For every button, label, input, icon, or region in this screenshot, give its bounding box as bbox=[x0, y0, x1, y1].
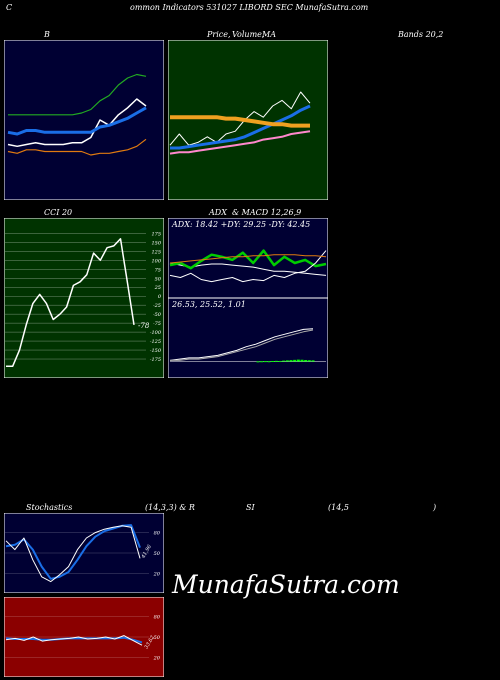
price-ma-lines bbox=[169, 91, 311, 155]
rsi-title: SI bbox=[246, 503, 255, 512]
macd-hist-bar bbox=[282, 360, 286, 362]
macd-bg bbox=[168, 298, 328, 378]
pm-price-line bbox=[169, 91, 311, 146]
stoch-params: (14,3,3) & R bbox=[145, 503, 195, 512]
cci-tick-label: -175 bbox=[150, 357, 161, 363]
rsi-close: ) bbox=[433, 503, 437, 512]
stoch-title: Stochastics bbox=[26, 503, 73, 512]
macd-signal-line bbox=[170, 329, 314, 361]
cci-tick-label: -150 bbox=[150, 348, 162, 354]
rsi-line bbox=[5, 635, 143, 646]
bb-price-line bbox=[7, 98, 147, 148]
volume-title: Volume, bbox=[232, 30, 265, 39]
macd-hist-bar bbox=[263, 361, 267, 363]
macd-hist-bar bbox=[271, 360, 275, 362]
macd-hist-bar bbox=[285, 360, 289, 362]
pm-ma-mid bbox=[169, 130, 311, 155]
macd-hist-bar bbox=[267, 361, 271, 363]
bb-mid-line bbox=[7, 106, 147, 136]
macd-hist-bar bbox=[307, 360, 311, 362]
header-c: C bbox=[6, 3, 13, 12]
cci-tick-label: 100 bbox=[151, 258, 161, 264]
macd-lines bbox=[169, 328, 326, 363]
cci-tick-label: 0 bbox=[158, 294, 162, 300]
macd-hist-bar bbox=[293, 359, 297, 362]
pm-ma-long bbox=[170, 115, 310, 128]
bollinger-title: B bbox=[44, 30, 50, 39]
adx-lines bbox=[169, 249, 327, 283]
cci-tick-label: -25 bbox=[153, 303, 161, 309]
cci-tick-label: -50 bbox=[153, 312, 162, 318]
macd-hist-bar bbox=[296, 359, 300, 362]
header-title: ommon Indicators 531027 LIBORD SEC Munaf… bbox=[130, 3, 369, 12]
cci-tick-label: 175 bbox=[151, 231, 161, 237]
cci-tick-label: -100 bbox=[150, 330, 162, 336]
cci-tick-label: 75 bbox=[155, 267, 161, 273]
rsi-params: (14,5 bbox=[328, 503, 349, 512]
adx-title: ADX bbox=[209, 208, 227, 217]
stoch-tick-label: 50 bbox=[154, 551, 161, 557]
watermark-logo: MunafaSutra.com bbox=[172, 570, 400, 599]
stoch-k-line bbox=[5, 525, 141, 583]
cci-tick-label: -75 bbox=[153, 321, 161, 327]
adx-values: ADX: 18.42 +DY: 29.25 -DY: 42.45 bbox=[171, 220, 310, 229]
macd-hist-bar bbox=[274, 360, 278, 362]
stoch-grid: 80 50 20 bbox=[5, 531, 161, 577]
cci-grid: 175 150 125 100 75 50 25 0 -25 -50 -75 -100 -125 -150… bbox=[5, 231, 162, 363]
bollinger-bg bbox=[4, 40, 164, 200]
bb-lower-line bbox=[7, 138, 147, 156]
macd-panel: 26.53, 25.52, 1.01 bbox=[168, 298, 328, 378]
rsi-tick-label: 80 bbox=[154, 615, 161, 621]
cci-bg bbox=[4, 218, 164, 378]
macd-values: 26.53, 25.52, 1.01 bbox=[171, 300, 246, 309]
cci-line bbox=[6, 238, 135, 367]
adx-panel: ADX: 18.42 +DY: 29.25 -DY: 42.45 bbox=[168, 218, 328, 298]
cci-tick-label: 50 bbox=[155, 276, 162, 282]
cci-panel: 175 150 125 100 75 50 25 0 -25 -50 -75 -100 -125 -150… bbox=[4, 218, 164, 378]
macd-hist-bar bbox=[260, 361, 264, 363]
stoch-tick-label: 80 bbox=[154, 531, 161, 537]
cci-title: CCI 20 bbox=[44, 208, 73, 217]
rsi-tick-label: 20 bbox=[153, 655, 161, 661]
plus-di-line bbox=[169, 249, 327, 270]
adx-trend-line bbox=[169, 254, 327, 264]
cci-tick-label: 25 bbox=[154, 285, 161, 291]
cci-tick-label: 150 bbox=[151, 240, 161, 246]
macd-hist-bar bbox=[289, 360, 293, 362]
macd-line bbox=[169, 328, 314, 361]
stoch-tick-label: 20 bbox=[153, 571, 161, 577]
bands-title: Bands 20,2 bbox=[398, 30, 444, 39]
bollinger-panel bbox=[4, 40, 164, 200]
cci-tick-label: -125 bbox=[150, 339, 161, 345]
macd-hist-bar bbox=[278, 360, 282, 362]
stoch-d-line bbox=[5, 524, 141, 580]
pm-ma-short bbox=[170, 104, 311, 150]
bb-upper-line bbox=[8, 73, 147, 116]
cci-last-value: -78 bbox=[138, 322, 150, 330]
macd-hist-bar bbox=[304, 359, 308, 362]
price-ma-panel bbox=[168, 40, 328, 200]
rsi-tick-label: 50 bbox=[154, 635, 161, 641]
price-title: Price, bbox=[207, 30, 231, 39]
cci-tick-label: 125 bbox=[151, 249, 161, 255]
macd-title: & MACD 12,26,9 bbox=[232, 208, 302, 217]
macd-hist-bar bbox=[256, 361, 260, 363]
macd-hist-bar bbox=[311, 360, 315, 362]
minus-di-line bbox=[169, 250, 327, 283]
cci-line-group: -78 bbox=[6, 238, 150, 367]
ma-title: MA bbox=[262, 30, 276, 39]
macd-hist-bar bbox=[300, 359, 304, 362]
bollinger-lines bbox=[7, 73, 147, 156]
